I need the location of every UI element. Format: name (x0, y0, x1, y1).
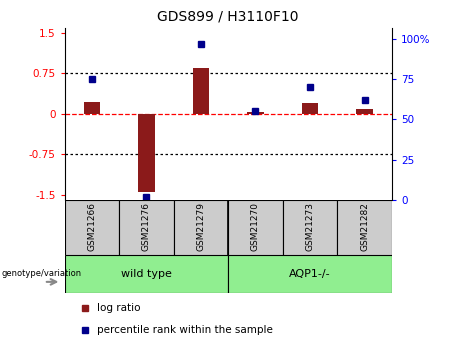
Title: GDS899 / H3110F10: GDS899 / H3110F10 (158, 10, 299, 24)
Bar (119, 200, 174, 255)
Bar (138, 114, 154, 192)
Bar (65, 200, 119, 255)
Text: GSM21279: GSM21279 (196, 202, 206, 251)
Bar (302, 103, 318, 114)
Text: GSM21270: GSM21270 (251, 202, 260, 251)
Bar (356, 109, 373, 114)
Text: log ratio: log ratio (97, 303, 141, 313)
Text: GSM21266: GSM21266 (87, 202, 96, 251)
Text: AQP1-/-: AQP1-/- (289, 269, 331, 279)
Bar (337, 200, 392, 255)
Bar (228, 200, 283, 255)
Bar (174, 200, 228, 255)
Text: GSM21273: GSM21273 (306, 202, 314, 251)
Bar (83, 102, 100, 114)
Bar (228, 255, 392, 293)
Text: genotype/variation: genotype/variation (1, 268, 82, 278)
Bar (247, 112, 264, 114)
Text: percentile rank within the sample: percentile rank within the sample (97, 325, 273, 335)
Text: wild type: wild type (121, 269, 172, 279)
Bar (283, 200, 337, 255)
Text: GSM21276: GSM21276 (142, 202, 151, 251)
Bar (193, 68, 209, 114)
Text: GSM21282: GSM21282 (360, 202, 369, 251)
Bar (65, 255, 228, 293)
